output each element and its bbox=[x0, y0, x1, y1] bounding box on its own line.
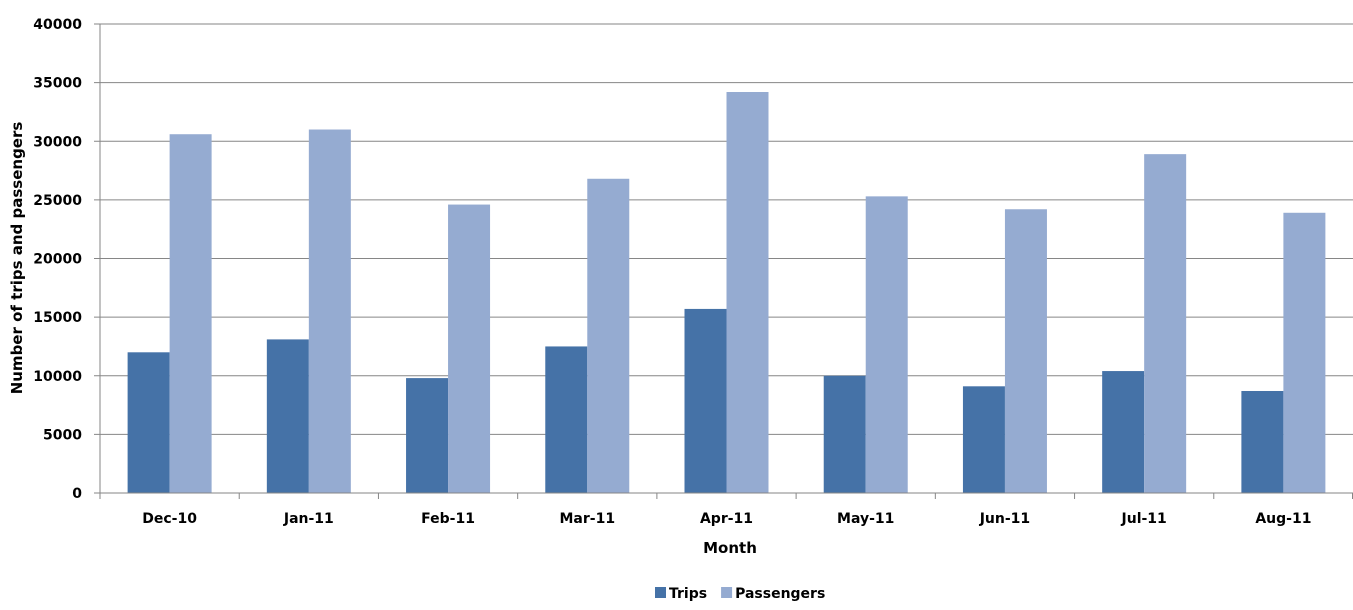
legend-swatch-passengers bbox=[721, 587, 733, 598]
y-tick-label: 15000 bbox=[33, 310, 82, 326]
bar-trips-aug-11 bbox=[1241, 390, 1284, 493]
bar-passengers-feb-11 bbox=[448, 204, 491, 493]
x-tick-label: Jan-11 bbox=[283, 511, 334, 527]
bar-passengers-mar-11 bbox=[587, 178, 630, 493]
bars bbox=[127, 92, 1326, 494]
x-tick-label: Jul-11 bbox=[1121, 511, 1167, 527]
bar-trips-mar-11 bbox=[545, 346, 588, 493]
x-tick-label: Feb-11 bbox=[421, 511, 475, 527]
bar-passengers-jun-11 bbox=[1004, 209, 1047, 493]
bar-passengers-jan-11 bbox=[308, 129, 351, 493]
bar-passengers-may-11 bbox=[865, 196, 908, 494]
y-tick-label: 10000 bbox=[33, 369, 82, 385]
x-tick-label: Jun-11 bbox=[979, 511, 1030, 527]
y-tick-label: 5000 bbox=[43, 427, 82, 443]
bar-trips-feb-11 bbox=[406, 378, 449, 493]
bar-passengers-dec-10 bbox=[169, 134, 212, 493]
x-tick-label: Mar-11 bbox=[559, 511, 615, 527]
x-axis-title: Month bbox=[703, 539, 757, 557]
bar-trips-jul-11 bbox=[1102, 371, 1145, 493]
bar-trips-may-11 bbox=[823, 375, 866, 493]
bar-passengers-apr-11 bbox=[726, 92, 769, 493]
x-tick-label: Aug-11 bbox=[1255, 511, 1311, 527]
y-tick-label: 25000 bbox=[33, 193, 82, 209]
y-tick-label: 35000 bbox=[33, 76, 82, 92]
bar-trips-apr-11 bbox=[684, 308, 727, 493]
x-tick-label: Apr-11 bbox=[700, 511, 753, 527]
y-tick-label: 30000 bbox=[33, 134, 82, 150]
legend: Trips Passengers bbox=[655, 586, 825, 602]
bar-trips-jan-11 bbox=[266, 339, 309, 493]
bar-trips-dec-10 bbox=[127, 352, 170, 493]
y-axis-title: Number of trips and passengers bbox=[8, 122, 26, 395]
bar-trips-jun-11 bbox=[962, 386, 1005, 493]
bar-passengers-aug-11 bbox=[1283, 212, 1326, 493]
y-tick-label: 20000 bbox=[33, 252, 82, 268]
x-tick-label: May-11 bbox=[837, 511, 894, 527]
bar-passengers-jul-11 bbox=[1144, 154, 1187, 493]
y-tick-label: 40000 bbox=[33, 17, 82, 33]
tick-labels: 0 5000 10000 15000 20000 25000 30000 35000 40000… bbox=[33, 17, 1311, 527]
legend-swatch-trips bbox=[655, 587, 666, 598]
y-tick-label: 0 bbox=[72, 486, 82, 502]
axes bbox=[94, 23, 1353, 499]
legend-label-trips: Trips bbox=[669, 586, 707, 602]
x-tick-label: Dec-10 bbox=[142, 511, 197, 527]
legend-label-passengers: Passengers bbox=[735, 586, 825, 602]
